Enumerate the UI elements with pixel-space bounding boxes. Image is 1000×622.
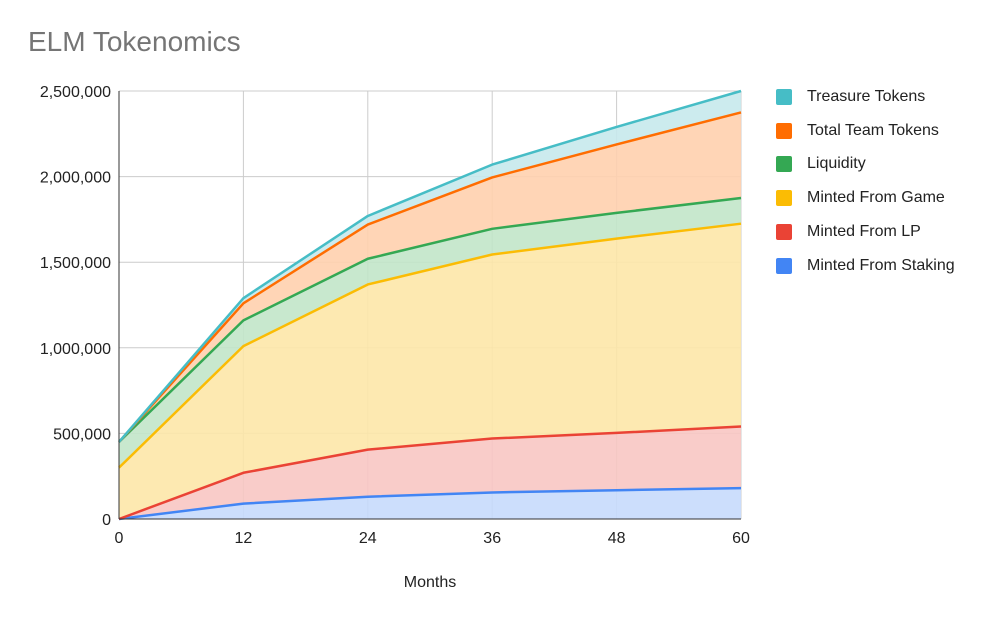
x-tick-label: 48	[608, 530, 626, 547]
line-liquidity	[118, 196, 742, 443]
legend-label: Minted From LP	[807, 223, 921, 241]
legend-label: Treasure Tokens	[807, 87, 926, 105]
legend-swatch	[776, 156, 792, 173]
area-minted-from-lp	[119, 426, 741, 519]
line-minted-from-game	[118, 222, 742, 469]
line-minted-from-lp	[118, 425, 742, 521]
y-tick-label: 2,000,000	[40, 170, 111, 187]
series-lines	[118, 89, 742, 521]
y-tick-label: 2,500,000	[40, 84, 111, 101]
legend-swatch	[776, 88, 792, 105]
area-minted-from-game	[119, 223, 741, 519]
y-tick-label: 1,500,000	[40, 255, 111, 272]
legend-item-total-team-tokens: Total Team Tokens	[776, 114, 955, 148]
y-tick-label: 500,000	[53, 426, 111, 443]
legend-item-liquidity: Liquidity	[776, 148, 955, 182]
legend-item-treasure-tokens: Treasure Tokens	[776, 80, 955, 114]
area-liquidity	[119, 198, 741, 468]
legend-swatch	[776, 190, 792, 207]
legend-swatch	[776, 257, 792, 274]
line-minted-from-staking	[118, 486, 742, 521]
x-tick-label: 36	[483, 530, 501, 547]
legend-item-minted-from-staking: Minted From Staking	[776, 249, 955, 283]
area-minted-from-staking	[119, 488, 741, 519]
legend: Treasure Tokens Total Team Tokens Liquidit…	[776, 80, 955, 283]
y-tick-label: 1,000,000	[40, 341, 111, 358]
chart-title: ELM Tokenomics	[28, 26, 241, 57]
legend-label: Liquidity	[807, 155, 866, 173]
area-fills	[119, 91, 741, 519]
legend-swatch	[776, 224, 792, 241]
x-tick-label: 60	[732, 530, 750, 547]
x-tick-label: 12	[235, 530, 253, 547]
x-tick-label: 0	[115, 530, 124, 547]
x-axis-label: Months	[404, 574, 456, 591]
legend-item-minted-from-lp: Minted From LP	[776, 215, 955, 249]
legend-label: Minted From Staking	[807, 256, 955, 274]
y-tick-label: 0	[102, 512, 111, 529]
legend-label: Minted From Game	[807, 189, 945, 207]
axes: 0 500,000 1,000,000 1,500,000 2,000,000 2,500…	[40, 84, 750, 547]
area-treasure-tokens	[119, 91, 741, 442]
line-total-team-tokens	[118, 111, 742, 443]
legend-label: Total Team Tokens	[807, 121, 939, 139]
x-tick-label: 24	[359, 530, 377, 547]
line-treasure-tokens	[118, 89, 742, 443]
legend-swatch	[776, 122, 792, 139]
legend-item-minted-from-game: Minted From Game	[776, 181, 955, 215]
area-total-team-tokens	[119, 112, 741, 442]
